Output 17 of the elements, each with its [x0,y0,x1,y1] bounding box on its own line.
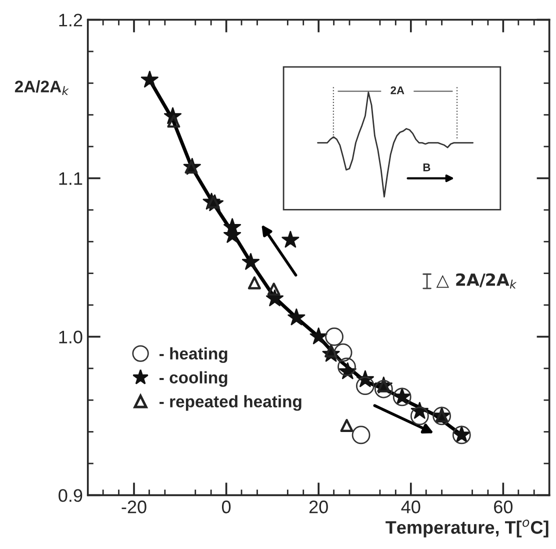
x-tick-label: 20 [309,500,328,514]
legend-label: - repeated heating [160,395,302,411]
x-tick-label: 0 [222,500,231,514]
y-tick-label: 0.9 [58,489,82,502]
annotation: B [423,164,430,172]
y-axis-title: 2A/2A$_{k}$ [14,80,69,96]
y-tick-label: 1.2 [59,14,82,26]
annotation: △ 2A/2A$_{k}$ [436,273,517,288]
x-axis-title: Temperature, T[$^{o}$C] [386,520,548,538]
y-tick-label: 1.0 [59,330,82,344]
legend-label: - cooling [160,371,228,387]
x-tick-label: -20 [122,500,146,514]
legend-label: - heating [160,347,228,363]
y-tick-label: 1.1 [59,172,82,185]
x-tick-label: 40 [401,500,420,514]
x-tick-label: 60 [494,500,513,514]
annotation: 2A [390,86,404,94]
